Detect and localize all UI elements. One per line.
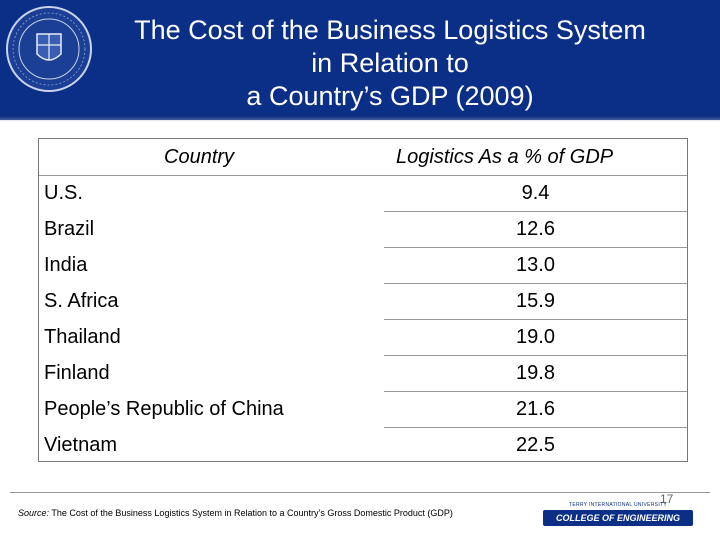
- row-divider: [384, 427, 687, 428]
- column-header-country: Country: [164, 146, 235, 168]
- table-cell-country: Finland: [44, 362, 110, 384]
- table-cell-country: S. Africa: [44, 290, 119, 312]
- table-cell-value: 19.8: [516, 362, 555, 384]
- slide-footer: Source: The Cost of the Business Logisti…: [0, 492, 720, 540]
- table-cell-country: Vietnam: [44, 434, 118, 456]
- row-divider: [384, 391, 687, 392]
- title-banner: The Cost of the Business Logistics Syste…: [0, 0, 720, 120]
- table-cell-country: U.S.: [44, 182, 83, 204]
- row-divider: [384, 211, 687, 212]
- slide-title: The Cost of the Business Logistics Syste…: [100, 14, 680, 113]
- table-cell-value: 15.9: [516, 290, 555, 312]
- college-logo: TERRY INTERNATIONAL UNIVERSITY COLLEGE O…: [543, 502, 693, 530]
- logo-college-text: COLLEGE OF ENGINEERING: [543, 510, 693, 526]
- footer-divider: [10, 492, 710, 493]
- row-divider: [384, 355, 687, 356]
- page-number: 17: [660, 492, 674, 506]
- title-line-1: The Cost of the Business Logistics Syste…: [134, 15, 646, 45]
- title-line-2: in Relation to: [311, 48, 469, 78]
- source-text: The Cost of the Business Logistics Syste…: [51, 508, 453, 518]
- table-cell-value: 21.6: [516, 398, 555, 420]
- table-cell-value: 9.4: [521, 182, 550, 204]
- row-divider: [384, 247, 687, 248]
- table-cell-country: People’s Republic of China: [44, 398, 284, 420]
- table-cell-value: 12.6: [516, 218, 555, 240]
- source-label: Source:: [18, 508, 50, 518]
- table-cell-value: 22.5: [516, 434, 555, 456]
- logo-university-text: TERRY INTERNATIONAL UNIVERSITY: [569, 502, 667, 508]
- table-cell-country: Brazil: [44, 218, 95, 240]
- title-line-3: a Country’s GDP (2009): [246, 81, 534, 111]
- table-cell-value: 13.0: [516, 254, 555, 276]
- source-note: Source: The Cost of the Business Logisti…: [18, 508, 453, 518]
- table-cell-value: 19.0: [516, 326, 555, 348]
- column-header-logistics: Logistics As a % of GDP: [396, 146, 614, 168]
- row-divider: [384, 319, 687, 320]
- logistics-table: Country Logistics As a % of GDP U.S. 9.4…: [38, 138, 688, 462]
- table-cell-country: India: [44, 254, 88, 276]
- table-cell-country: Thailand: [44, 326, 121, 348]
- row-divider: [39, 175, 687, 176]
- row-divider: [384, 283, 687, 284]
- university-seal-icon: [6, 6, 92, 92]
- banner-shadow: [0, 116, 720, 122]
